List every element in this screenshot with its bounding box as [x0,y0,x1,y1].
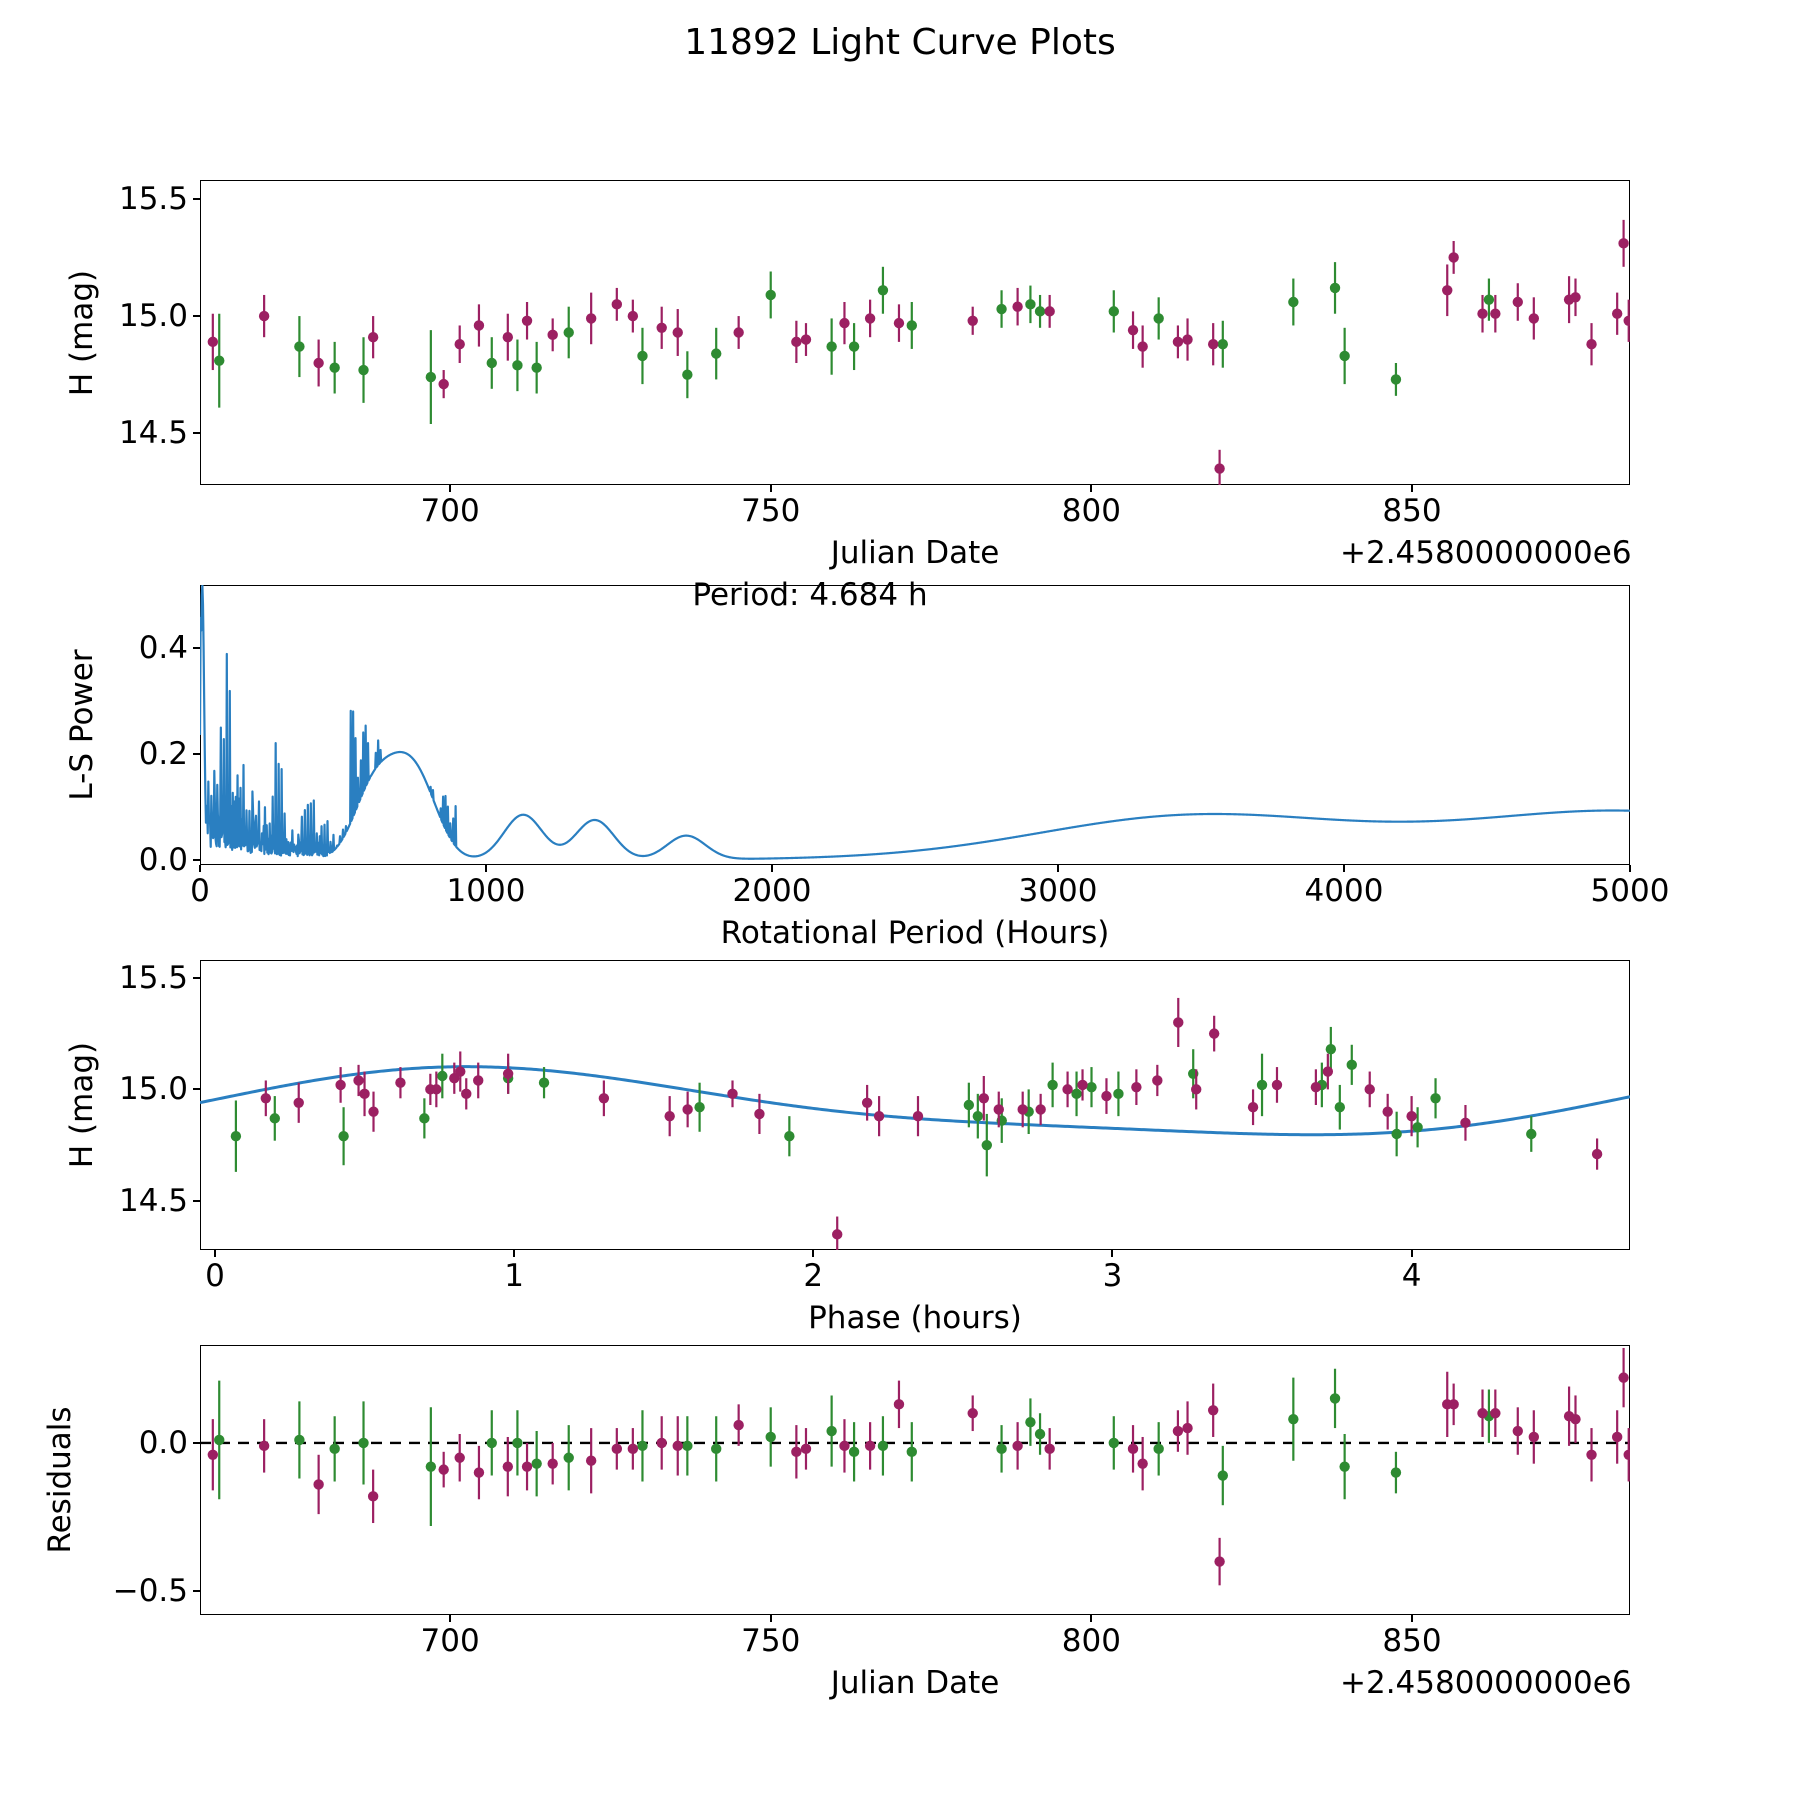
figure-title: 11892 Light Curve Plots [684,22,1116,63]
y-tick-mark [193,315,200,318]
x-tick-mark [449,1615,452,1622]
y-tick-label: 15.0 [118,298,188,335]
x-tick-label: 2000 [732,873,812,909]
x-tick-label: 0 [205,1258,225,1294]
y-axis-label-residuals: Residuals [42,1406,78,1554]
residuals-plot-area [200,1347,1630,1586]
x-tick-label: 750 [741,493,801,529]
x-tick-label: 850 [1382,493,1442,529]
x-tick-label: 800 [1061,1623,1121,1659]
y-tick-mark [193,858,200,861]
x-tick-label: 3 [1102,1258,1123,1294]
y-tick-label: 0.4 [138,630,188,667]
x-tick-mark [769,485,772,492]
x-tick-mark [449,485,452,492]
y-tick-mark [193,1199,200,1202]
x-tick-label: 0 [190,873,210,909]
x-tick-mark [513,1250,516,1257]
x-tick-mark [771,865,773,872]
y-axis-label-phase-folded: H (mag) [64,1041,100,1169]
panel-periodogram [200,585,1630,865]
x-tick-mark [485,865,487,872]
y-tick-mark [193,1088,200,1091]
x-tick-label: 700 [420,493,480,529]
x-tick-mark [1057,865,1059,872]
axes-frame-phase-folded [200,960,1630,1250]
y-tick-mark [193,1590,200,1593]
x-tick-label: 3000 [1018,873,1098,909]
x-tick-mark [1090,485,1093,492]
period-annotation: Period: 4.684 h [692,577,928,613]
x-axis-label-residuals: Julian Date [830,1665,1000,1701]
y-tick-label: 14.5 [118,415,188,452]
x-tick-mark [199,865,201,872]
x-tick-mark [1410,485,1413,492]
x-tick-label: 4 [1401,1258,1422,1294]
x-tick-label: 2 [803,1258,824,1294]
y-tick-label: 15.5 [118,180,188,217]
y-tick-label: 0.0 [138,841,188,878]
y-tick-mark [193,432,200,435]
phase-folded-plot-area [200,997,1630,1250]
y-tick-mark [193,647,200,650]
x-tick-mark [213,1250,216,1257]
x-tick-mark [1111,1250,1114,1257]
y-tick-label: 0.2 [138,736,188,773]
y-tick-label: 14.5 [118,1182,188,1219]
x-axis-offset-light-curve: +2.4580000000e6 [1340,535,1632,571]
x-axis-label-light-curve: Julian Date [830,535,1000,571]
y-tick-label: 15.5 [118,959,188,996]
y-tick-mark [193,1441,200,1444]
light-curve-plot-area [207,219,1630,485]
x-axis-label-periodogram: Rotational Period (Hours) [720,915,1110,951]
y-tick-label: −0.5 [112,1573,188,1610]
x-tick-label: 800 [1061,493,1121,529]
y-tick-label: 0.0 [138,1424,188,1461]
y-tick-mark [193,753,200,756]
y-tick-mark [193,197,200,200]
x-tick-mark [1410,1250,1413,1257]
panel-light-curve [200,180,1630,485]
x-tick-label: 700 [420,1623,480,1659]
x-tick-mark [1090,1615,1093,1622]
y-tick-mark [193,976,200,979]
x-tick-mark [1410,1615,1413,1622]
periodogram-plot-area [200,585,1630,860]
x-tick-label: 850 [1382,1623,1442,1659]
x-tick-mark [1343,865,1345,872]
y-axis-label-light-curve: H (mag) [64,269,100,396]
y-tick-label: 15.0 [118,1071,188,1108]
x-tick-label: 4000 [1304,873,1384,909]
panel-residuals [200,1345,1630,1615]
x-tick-label: 5000 [1590,873,1670,909]
x-tick-label: 1 [504,1258,524,1294]
x-tick-label: 750 [741,1623,801,1659]
x-tick-mark [1629,865,1631,872]
x-tick-mark [812,1250,815,1257]
x-tick-mark [769,1615,772,1622]
x-axis-label-phase-folded: Phase (hours) [808,1300,1022,1336]
panel-phase-folded [200,960,1630,1250]
x-tick-label: 1000 [446,873,526,909]
y-axis-label-periodogram: L-S Power [64,649,100,801]
x-axis-offset-residuals: +2.4580000000e6 [1340,1665,1632,1701]
